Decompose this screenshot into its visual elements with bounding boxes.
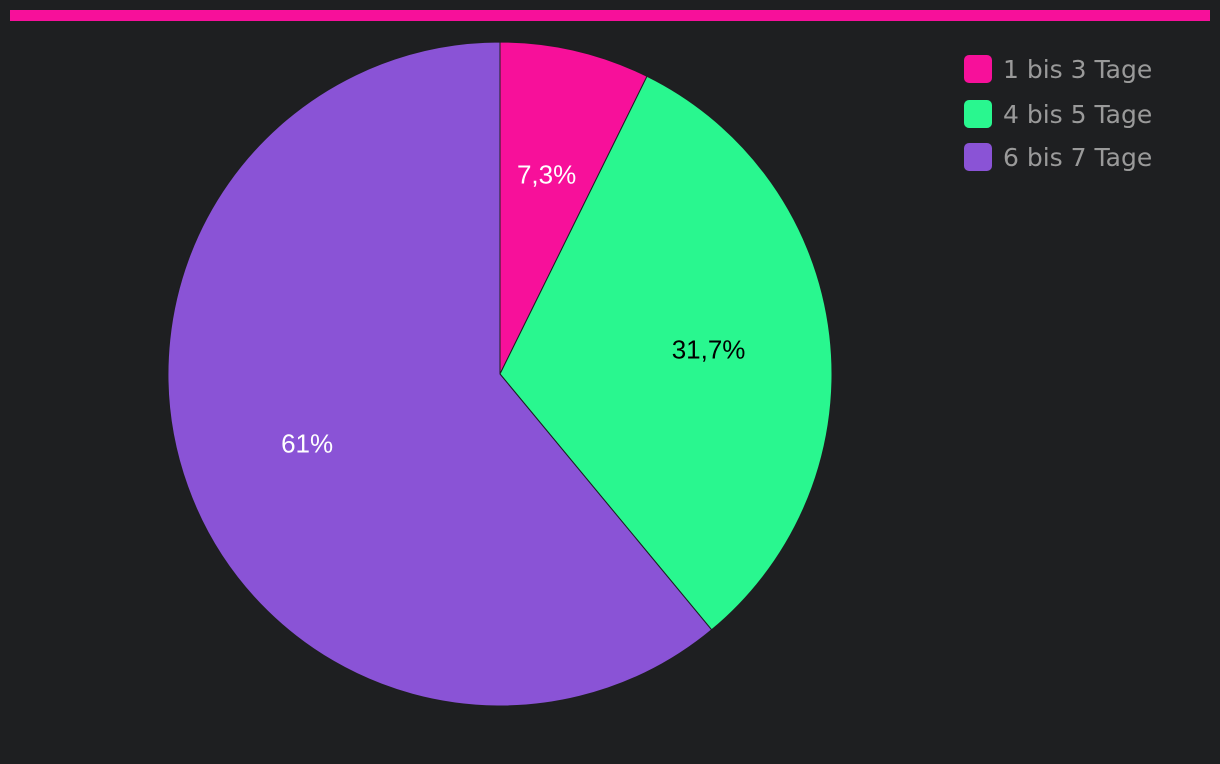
slice-data-label-3: 61% bbox=[281, 428, 333, 458]
slice-data-label-1: 7,3% bbox=[517, 159, 576, 189]
legend-label: 6 bis 7 Tage bbox=[1003, 142, 1153, 172]
legend-item-2[interactable]: 4 bis 5 Tage bbox=[964, 99, 1153, 129]
pie-slice-3[interactable] bbox=[167, 41, 713, 707]
legend-label: 4 bis 5 Tage bbox=[1003, 99, 1153, 129]
legend-swatch bbox=[964, 55, 992, 83]
legend-item-3[interactable]: 6 bis 7 Tage bbox=[964, 142, 1153, 172]
legend-swatch bbox=[964, 143, 992, 171]
legend-swatch bbox=[964, 100, 992, 128]
pie-slice-1[interactable] bbox=[499, 41, 648, 375]
slice-data-label-2: 31,7% bbox=[672, 335, 746, 365]
pie-slice-2[interactable] bbox=[499, 75, 833, 631]
legend-label: 1 bis 3 Tage bbox=[1003, 54, 1153, 84]
accent-bar bbox=[10, 10, 1210, 21]
legend-item-1[interactable]: 1 bis 3 Tage bbox=[964, 54, 1153, 84]
legend: 1 bis 3 Tage 4 bis 5 Tage 6 bis 7 Tage bbox=[964, 55, 1152, 188]
